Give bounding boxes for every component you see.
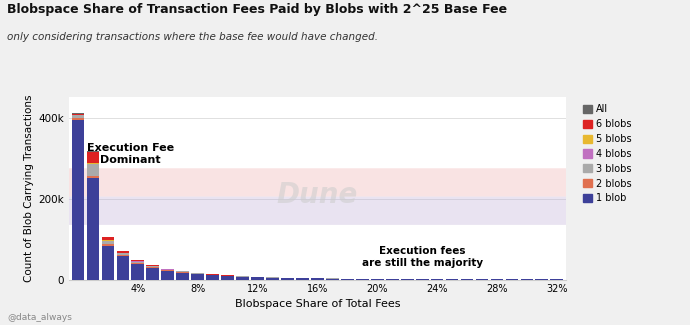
Bar [101,237,115,240]
Text: @data_always: @data_always [7,313,72,322]
Bar [177,271,189,272]
Bar [191,273,204,274]
Bar [86,152,99,163]
Bar [191,274,204,280]
Bar [206,276,219,279]
Bar [251,277,264,279]
Text: Execution Fee
Dominant: Execution Fee Dominant [87,143,174,165]
Bar [117,256,129,280]
Bar [161,269,174,270]
Bar [146,267,159,268]
Bar [101,240,115,241]
Bar [177,272,189,273]
Bar [281,278,294,280]
Text: Dune: Dune [277,181,358,209]
Bar [132,263,144,264]
Bar [296,278,309,280]
Bar [101,241,115,244]
Text: Execution fees
are still the majority: Execution fees are still the majority [362,246,483,268]
Text: only considering transactions where the base fee would have changed.: only considering transactions where the … [7,32,378,43]
Bar [86,164,99,176]
Bar [86,163,99,164]
Bar [161,271,174,280]
Bar [146,266,159,267]
Bar [401,279,413,280]
Bar [206,275,219,276]
Bar [86,151,99,152]
Bar [356,279,368,280]
Bar [72,114,84,115]
Bar [161,270,174,271]
Wedge shape [0,168,690,197]
Bar [326,279,339,280]
Bar [117,255,129,256]
Bar [266,278,279,280]
Bar [86,176,99,178]
Bar [132,260,144,261]
Bar [132,262,144,263]
Bar [101,246,115,280]
Bar [72,118,84,120]
Bar [146,268,159,280]
Bar [177,273,189,280]
Legend: All, 6 blobs, 5 blobs, 4 blobs, 3 blobs, 2 blobs, 1 blob: All, 6 blobs, 5 blobs, 4 blobs, 3 blobs,… [580,102,633,205]
Bar [371,279,384,280]
X-axis label: Blobspace Share of Total Fees: Blobspace Share of Total Fees [235,299,400,308]
Bar [117,251,129,253]
Bar [72,113,84,114]
Bar [72,115,84,118]
Bar [86,178,99,280]
Bar [236,277,249,280]
Bar [117,253,129,255]
Bar [341,279,354,280]
Bar [72,120,84,280]
Bar [311,279,324,280]
Bar [132,264,144,280]
Y-axis label: Count of Blob Carrying Transactions: Count of Blob Carrying Transactions [24,95,34,282]
Bar [386,279,399,280]
Text: Blobspace Share of Transaction Fees Paid by Blobs with 2^25 Base Fee: Blobspace Share of Transaction Fees Paid… [7,3,507,16]
Bar [101,244,115,246]
Bar [221,276,234,280]
Bar [146,265,159,266]
Wedge shape [0,197,690,225]
